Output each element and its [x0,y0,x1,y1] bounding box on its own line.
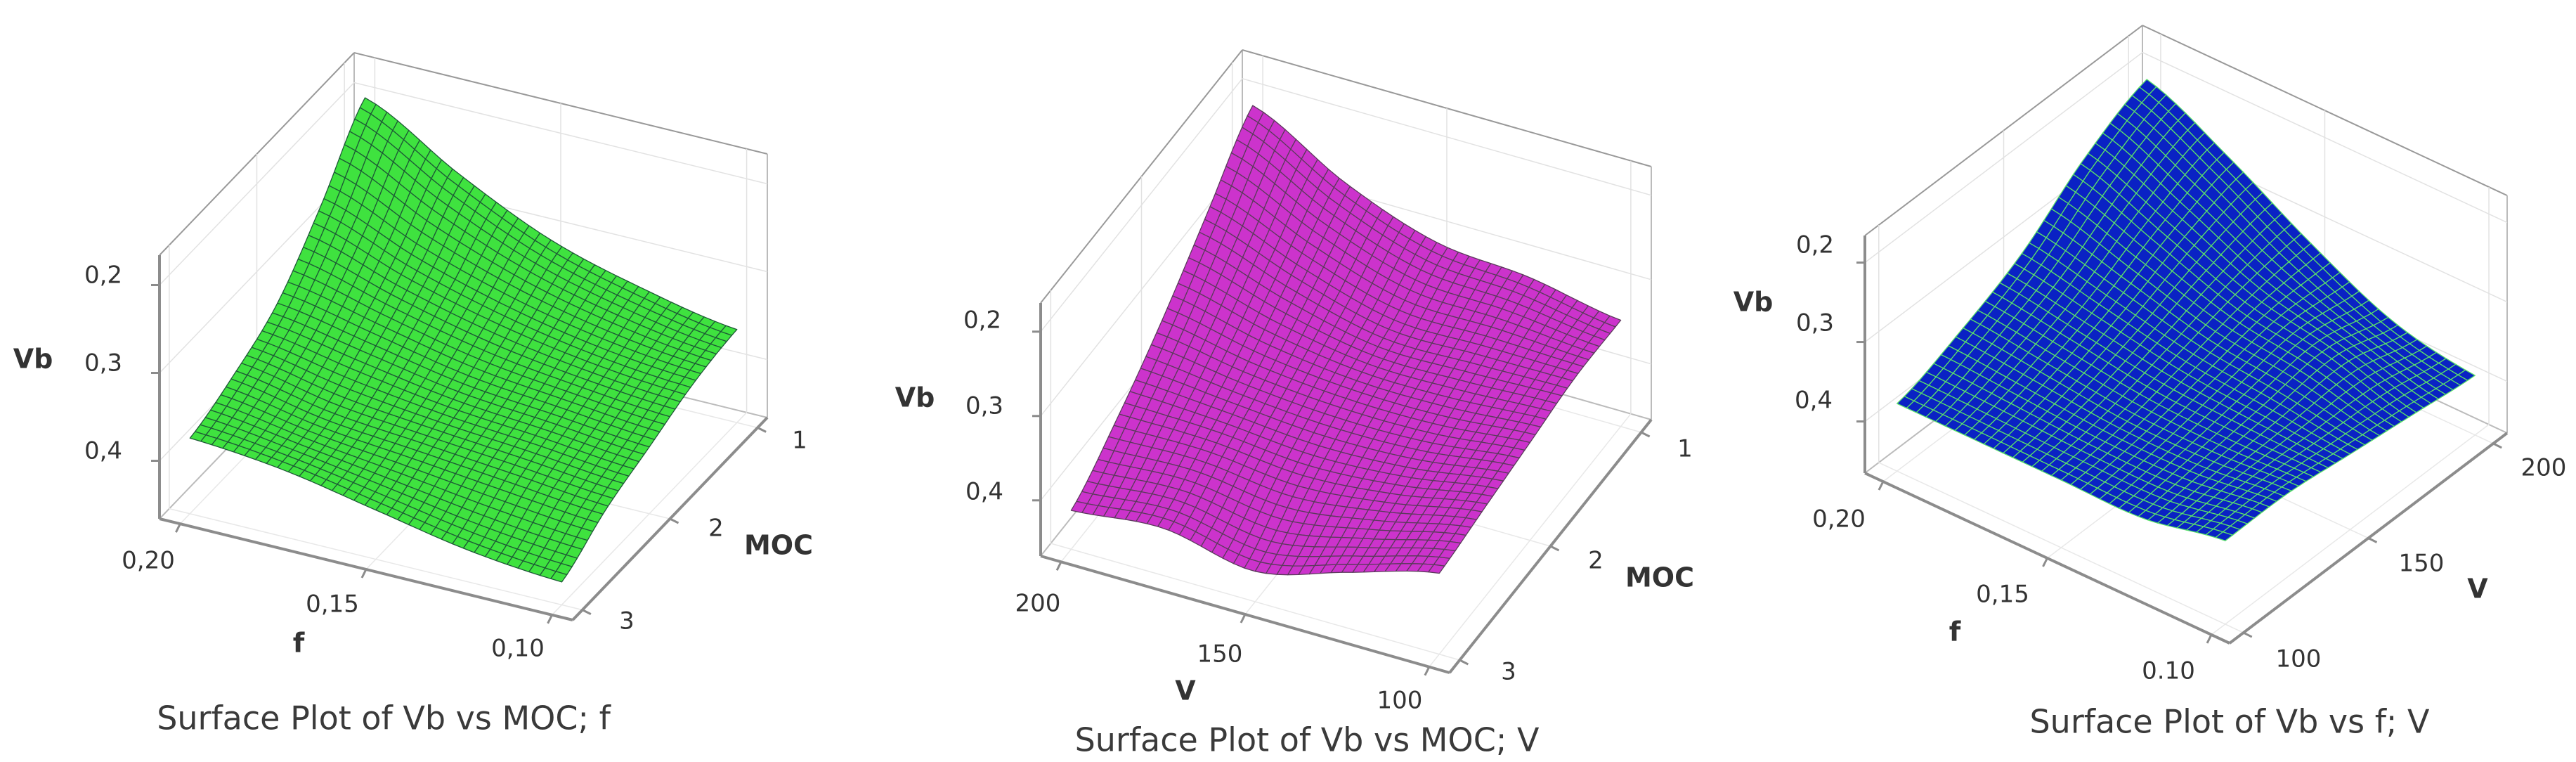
y-tick-mark [2367,537,2378,543]
surface-cell [550,571,568,583]
x-tick-mark [2206,634,2213,644]
y-tick-mark [757,427,767,433]
y-tick-mark [669,517,679,524]
x-tick-label: 0,15 [306,590,359,619]
x-tick-mark [1424,666,1431,676]
gridline [169,508,583,611]
surface-mesh [189,97,738,583]
x-tick-label: 100 [1377,687,1423,715]
y-tick-label: 3 [1501,658,1516,686]
x-tick-mark [1055,561,1062,571]
y-tick-mark [1640,431,1651,438]
y-tick-label: 1 [792,427,807,455]
surface-mesh [1070,105,1622,576]
surface-mesh [1897,79,2476,541]
gridline [1878,462,2244,633]
surface-plot-2: 200 150 100 1 2 3 0,4 0,3 0,2 V MOC Vb Surface Plot … [895,49,1694,759]
z-tick-label: 0,3 [1796,309,1834,337]
z-tick-label: 0,2 [963,306,1001,335]
y-tick-label: 150 [2399,550,2445,578]
y-tick-label: 1 [1677,435,1693,463]
z-tick-label: 0,3 [84,349,122,377]
x-tick-mark [1878,481,1885,491]
gridline [1050,543,1460,661]
y-tick-label: 100 [2276,645,2322,673]
x-tick-label: 0,20 [1812,505,1866,534]
z-axis-label: Vb [895,382,935,413]
x-axis-label: f [1949,616,1961,647]
y-axis-label: MOC [1625,562,1694,593]
x-tick-label: 0,15 [1976,581,2029,609]
plot-title: Surface Plot of Vb vs f; V [2029,703,2430,741]
surface-plot-3: 0,20 0,15 0.10 100 150 200 0,4 0,3 0,2 f V Vb Surfac… [1733,25,2567,741]
plot-title: Surface Plot of Vb vs MOC; V [1075,721,1540,759]
x-tick-label: 200 [1015,590,1061,618]
x-tick-label: 150 [1197,640,1243,669]
x-tick-label: 0,20 [122,547,175,575]
x-tick-mark [547,614,553,624]
z-tick-label: 0,4 [1795,387,1833,415]
z-axis-label: Vb [13,344,53,375]
y-tick-mark [2243,631,2253,638]
y-tick-label: 2 [1588,547,1604,575]
z-tick-label: 0,2 [1796,231,1834,259]
x-axis-label: f [293,628,305,659]
y-axis-label: V [2467,574,2488,605]
z-tick-label: 0,4 [965,478,1003,506]
y-tick-mark [582,609,592,615]
surface-plot-1: 0,20 0,15 0,10 1 2 3 0,4 0,3 0,2 f MOC Vb Surface Pl… [13,52,813,737]
x-tick-label: 0,10 [491,635,545,663]
surface-cell [1428,564,1445,574]
y-tick-label: 200 [2521,454,2567,482]
x-tick-mark [2042,557,2048,567]
x-tick-mark [1240,614,1247,624]
z-tick-label: 0,2 [84,261,122,290]
y-tick-label: 3 [619,607,635,635]
x-axis-label: V [1175,676,1196,706]
x-tick-mark [360,569,367,579]
y-axis-label: MOC [744,530,813,561]
z-axis-label: Vb [1733,287,1774,318]
y-tick-mark [1549,545,1560,552]
x-tick-label: 0.10 [2142,657,2195,685]
x-tick-mark [175,523,181,533]
plot-title: Surface Plot of Vb vs MOC; f [157,699,611,737]
z-tick-label: 0,3 [965,392,1003,420]
y-tick-mark [1459,659,1469,666]
z-tick-label: 0,4 [84,437,122,465]
y-tick-mark [2492,442,2502,449]
y-tick-label: 2 [708,515,724,543]
